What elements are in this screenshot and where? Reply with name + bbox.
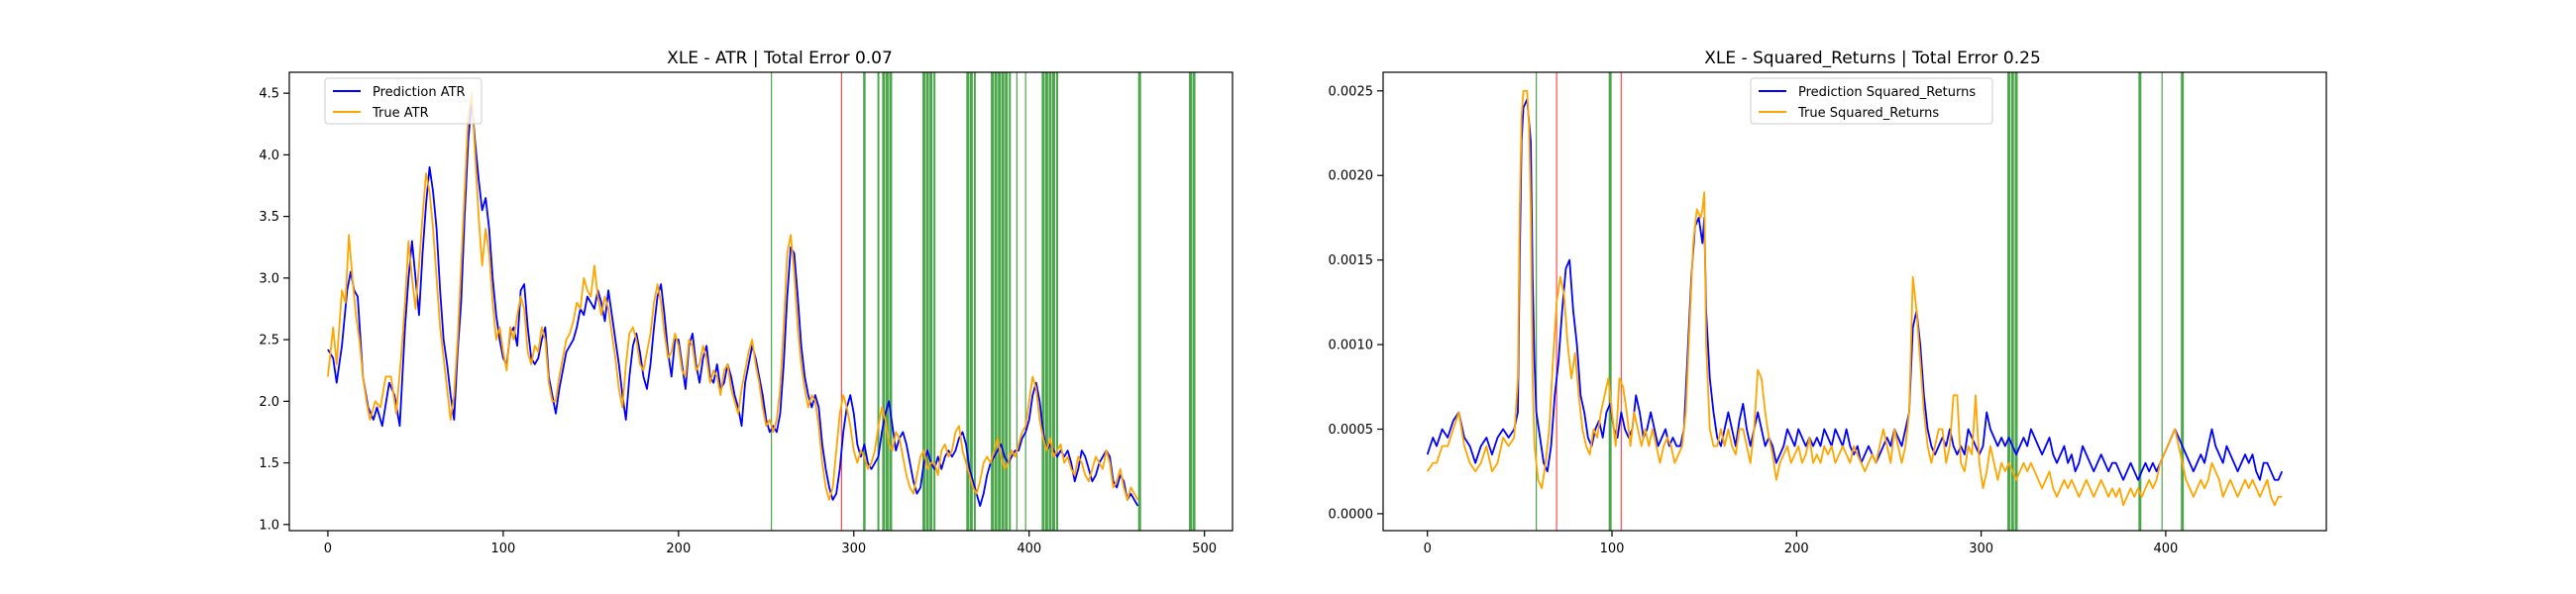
x-tick-label: 300	[1969, 542, 1993, 556]
x-tick-label: 200	[1784, 542, 1809, 556]
y-tick-label: 3.5	[259, 210, 279, 225]
legend: Prediction ATR True ATR	[324, 77, 483, 125]
chart-title: XLE - ATR | Total Error 0.07	[667, 49, 893, 68]
y-tick-label: 0.0020	[1329, 169, 1374, 184]
plot-area	[1383, 72, 2326, 531]
x-tick-label: 100	[1600, 542, 1625, 556]
x-tick-label: 0	[324, 542, 332, 556]
y-tick-label: 4.0	[259, 148, 279, 163]
true-series-line	[327, 92, 1139, 501]
y-axis: 1.0 1.5 2.0 2.5 3.0 3.5 4.0 4.5	[259, 87, 289, 533]
x-tick-label: 100	[490, 542, 515, 556]
true-series-line	[1426, 89, 2283, 507]
legend-label-true: True ATR	[372, 106, 429, 121]
prediction-series-line	[327, 98, 1139, 508]
y-tick-label: 0.0000	[1329, 507, 1374, 522]
y-tick-label: 0.0025	[1329, 84, 1374, 99]
x-tick-label: 400	[2154, 542, 2179, 556]
y-axis: 0.0000 0.0005 0.0010 0.0015 0.0020 0.0025	[1329, 84, 1383, 522]
legend-label-prediction: Prediction ATR	[373, 85, 466, 100]
x-tick-label: 0	[1424, 542, 1432, 556]
x-axis: 0 100 200 300 400	[1424, 531, 2179, 556]
squared-returns-chart-panel: XLE - Squared_Returns | Total Error 0.25…	[1329, 49, 2327, 556]
axes-frame	[288, 71, 1234, 532]
series-lines	[1426, 89, 2284, 507]
y-tick-label: 0.0015	[1329, 253, 1374, 268]
legend-label-true: True Squared_Returns	[1797, 106, 1939, 121]
legend-box	[1750, 77, 1993, 125]
chart-title: XLE - Squared_Returns | Total Error 0.25	[1704, 49, 2041, 68]
x-axis: 0 100 200 300 400 500	[324, 531, 1217, 556]
y-tick-label: 3.0	[259, 271, 279, 286]
atr-chart-panel: XLE - ATR | Total Error 0.07 0 100 200 300 4…	[259, 49, 1234, 556]
x-tick-label: 400	[1017, 542, 1041, 556]
legend-label-prediction: Prediction Squared_Returns	[1798, 85, 1976, 100]
y-tick-label: 0.0005	[1329, 423, 1374, 438]
y-tick-label: 1.5	[259, 456, 279, 471]
x-tick-label: 500	[1192, 542, 1217, 556]
legend: Prediction Squared_Returns True Squared_…	[1750, 77, 1993, 125]
x-tick-label: 200	[666, 542, 691, 556]
y-tick-label: 2.5	[259, 334, 279, 348]
series-lines	[327, 92, 1139, 508]
x-tick-label: 300	[841, 542, 866, 556]
y-tick-label: 2.0	[259, 395, 279, 410]
plot-area	[289, 72, 1233, 531]
y-tick-label: 4.5	[259, 87, 279, 102]
y-tick-label: 0.0010	[1329, 339, 1374, 353]
legend-box	[324, 77, 483, 125]
axes-frame	[1382, 71, 2327, 532]
y-tick-label: 1.0	[259, 518, 279, 533]
